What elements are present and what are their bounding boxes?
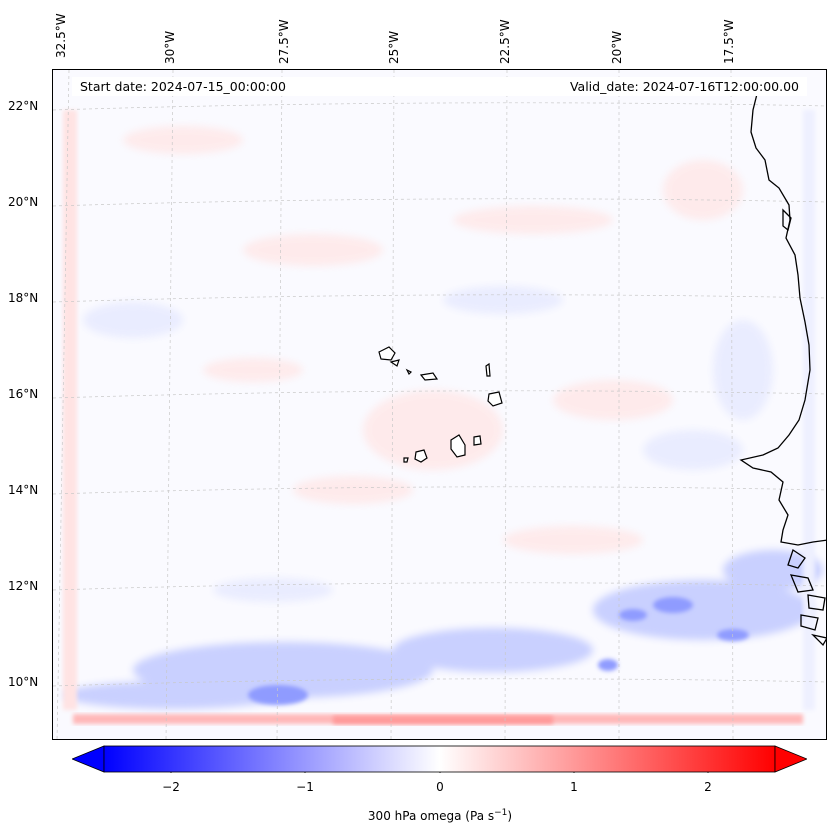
lon-label-32-5w: 32.5°W xyxy=(54,13,68,58)
lat-label-22n: 22°N xyxy=(8,99,39,113)
lon-label-17-5w: 17.5°W xyxy=(722,19,736,64)
lat-label-14n: 14°N xyxy=(8,483,39,497)
colorbar-tick-minus2: −2 xyxy=(162,780,180,794)
colorbar-tick-2: 2 xyxy=(704,780,712,794)
colorbar-low-extension xyxy=(72,745,105,773)
lon-label-30w: 30°W xyxy=(163,30,177,64)
valid-date-label: Valid_date: 2024-07-16T12:00:00.00 xyxy=(569,79,799,94)
lon-label-25w: 25°W xyxy=(387,30,401,64)
map-panel xyxy=(52,69,827,740)
lat-label-18n: 18°N xyxy=(8,291,39,305)
colorbar-tick-0: 0 xyxy=(436,780,444,794)
colorbar-tick-1: 1 xyxy=(570,780,578,794)
colorbar-tick-minus1: −1 xyxy=(296,780,314,794)
lat-label-10n: 10°N xyxy=(8,675,39,689)
lon-label-27-5w: 27.5°W xyxy=(277,19,291,64)
omega-field xyxy=(53,70,826,739)
colorbar xyxy=(72,745,807,773)
lat-label-20n: 20°N xyxy=(8,195,39,209)
colorbar-gradient xyxy=(103,745,776,773)
start-date-label: Start date: 2024-07-15_00:00:00 xyxy=(80,79,286,94)
lat-label-16n: 16°N xyxy=(8,387,39,401)
colorbar-high-extension xyxy=(774,745,807,773)
africa-coastline xyxy=(739,89,826,546)
lat-label-12n: 12°N xyxy=(8,579,39,593)
cape-verde-islands xyxy=(378,346,503,463)
lon-label-20w: 20°W xyxy=(610,30,624,64)
colorbar-title: 300 hPa omega (Pa s−1) xyxy=(367,808,513,823)
lon-label-22-5w: 22.5°W xyxy=(498,19,512,64)
date-header-box: Start date: 2024-07-15_00:00:00 Valid_da… xyxy=(72,77,807,96)
